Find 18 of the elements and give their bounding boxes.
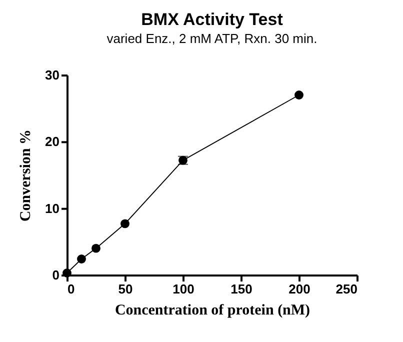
x-tick-label: 200 (288, 282, 310, 296)
chart-title: BMX Activity Test (141, 10, 284, 29)
x-tick-label: 100 (172, 282, 194, 296)
y-tick-label: 0 (52, 268, 60, 282)
y-tick-label: 20 (45, 134, 60, 150)
y-tick-label: 30 (45, 68, 60, 82)
point (120, 219, 130, 228)
x-tick-label: 250 (336, 282, 358, 296)
point (77, 254, 86, 264)
point (294, 90, 304, 100)
chart-subtitle: varied Enz., 2 mM ATP, Rxn. 30 min. (106, 31, 318, 46)
x-tick-label: 150 (230, 282, 252, 296)
y-tick-label: 10 (45, 200, 60, 216)
x-tick-label: 50 (118, 282, 133, 296)
y-axis-title: Conversion % (18, 129, 34, 222)
x-axis-title: Concentration of protein (nM) (114, 302, 310, 318)
point (92, 244, 100, 253)
x-tick-label: 0 (68, 282, 75, 296)
